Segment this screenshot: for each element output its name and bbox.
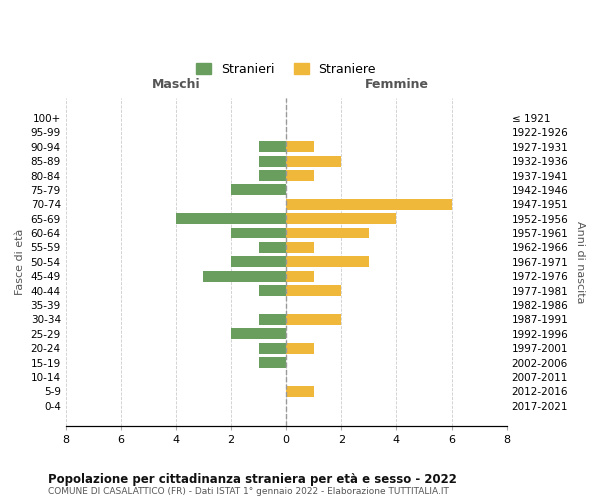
Bar (259, 170, 286, 181)
Bar (286, 285, 341, 296)
Legend: Stranieri, Straniere: Stranieri, Straniere (191, 58, 381, 81)
Bar (286, 242, 314, 253)
Bar (286, 156, 341, 166)
Bar (259, 285, 286, 296)
Bar (259, 142, 286, 152)
Bar (286, 142, 314, 152)
Bar (231, 328, 286, 339)
Text: Femmine: Femmine (364, 78, 428, 91)
Bar (203, 271, 286, 281)
Bar (259, 156, 286, 166)
Bar (259, 242, 286, 253)
Bar (286, 342, 314, 353)
Y-axis label: Anni di nascita: Anni di nascita (575, 220, 585, 303)
Bar (176, 214, 286, 224)
Bar (286, 170, 314, 181)
Bar (259, 357, 286, 368)
Bar (231, 228, 286, 238)
Bar (259, 342, 286, 353)
Text: Maschi: Maschi (152, 78, 200, 91)
Bar (286, 228, 369, 238)
Text: Popolazione per cittadinanza straniera per età e sesso - 2022: Popolazione per cittadinanza straniera p… (48, 472, 457, 486)
Bar (231, 184, 286, 196)
Y-axis label: Fasce di età: Fasce di età (15, 228, 25, 295)
Bar (286, 214, 397, 224)
Bar (259, 314, 286, 324)
Bar (286, 256, 369, 267)
Bar (286, 199, 452, 209)
Text: COMUNE DI CASALATTICO (FR) - Dati ISTAT 1° gennaio 2022 - Elaborazione TUTTITALI: COMUNE DI CASALATTICO (FR) - Dati ISTAT … (48, 488, 449, 496)
Bar (286, 271, 314, 281)
Bar (286, 314, 341, 324)
Bar (231, 256, 286, 267)
Bar (286, 386, 314, 396)
